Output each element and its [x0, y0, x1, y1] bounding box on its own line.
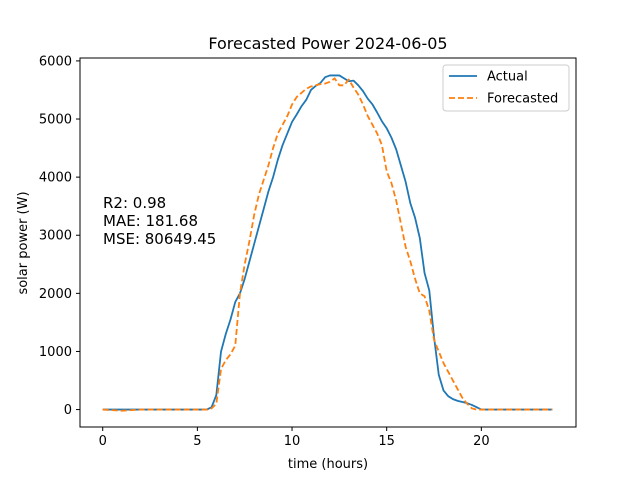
- series-line-actual: [102, 74, 553, 411]
- y-tick-label: 3000: [39, 229, 72, 244]
- y-axis-title: solar power (W): [16, 191, 31, 294]
- y-tick-label: 1000: [39, 345, 72, 360]
- legend-label-actual: Actual: [487, 70, 528, 85]
- y-tick-label: 4000: [39, 171, 72, 186]
- metric-line: MSE: 80649.45: [103, 230, 216, 248]
- y-tick-label: 6000: [39, 54, 72, 69]
- plot-area: [79, 57, 577, 428]
- x-tick-label: 5: [193, 434, 201, 449]
- x-tick-label: 15: [378, 434, 395, 449]
- y-tick-label: 0: [64, 403, 72, 418]
- x-tick-label: 0: [99, 434, 107, 449]
- legend-label-forecasted: Forecasted: [487, 92, 558, 107]
- x-tick-label: 20: [473, 434, 490, 449]
- y-axis: 0 1000 2000 3000 4000 5000 6000: [39, 54, 80, 418]
- y-tick-label: 2000: [39, 287, 72, 302]
- plot-frame: [79, 57, 577, 428]
- x-axis: 0 5 10 15 20: [99, 427, 490, 449]
- x-tick-label: 10: [284, 434, 301, 449]
- legend: Actual Forecasted: [442, 64, 570, 112]
- metric-line: R2: 0.98: [103, 194, 166, 212]
- x-axis-title: time (hours): [288, 457, 368, 472]
- chart-title: Forecasted Power 2024-06-05: [208, 34, 447, 53]
- metric-line: MAE: 181.68: [103, 212, 198, 230]
- y-tick-label: 5000: [39, 113, 72, 128]
